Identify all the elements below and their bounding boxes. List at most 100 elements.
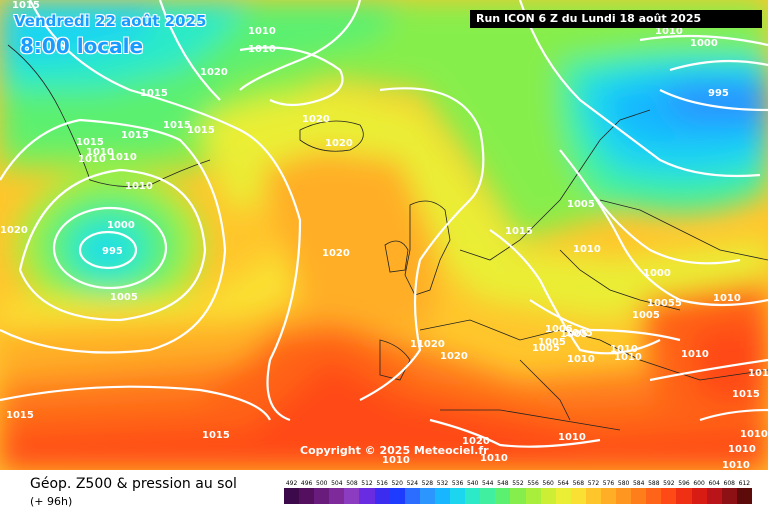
isobar-label: 1005 xyxy=(538,337,566,348)
legend-value: 604 xyxy=(708,480,720,487)
legend-swatch xyxy=(434,488,451,504)
legend-value: 552 xyxy=(512,480,524,487)
legend-swatch xyxy=(359,488,375,504)
isobar-label: 1005 xyxy=(545,324,573,335)
isobar-label: 1010 xyxy=(248,44,276,55)
isobar-label: 1010 xyxy=(86,147,114,158)
legend-value: 516 xyxy=(376,480,388,487)
coastlines xyxy=(7,44,768,431)
isobar-label: 1020 xyxy=(0,225,28,236)
legend-swatch xyxy=(706,488,722,504)
legend-value: 608 xyxy=(723,480,735,487)
isobar-label: 1010 xyxy=(728,444,756,455)
legend-swatch xyxy=(555,488,571,504)
legend-swatch xyxy=(691,488,707,504)
legend-value: 492 xyxy=(285,480,298,487)
isobar-label: 1015 xyxy=(505,226,533,237)
isobar-label: 1010 xyxy=(713,293,741,304)
legend-value: 536 xyxy=(451,480,464,487)
forecast-lead-time: (+ 96h) xyxy=(30,495,73,508)
legend-swatch xyxy=(585,488,601,504)
legend-swatch xyxy=(721,488,737,504)
legend-swatch xyxy=(450,488,466,504)
legend-value: 500 xyxy=(316,480,328,487)
isobar-label: 1010 xyxy=(558,432,586,443)
legend-value: 568 xyxy=(572,480,585,487)
copyright-notice: Copyright © 2025 Meteociel.fr xyxy=(300,444,489,457)
legend-swatch xyxy=(284,488,300,504)
legend-value: 524 xyxy=(406,480,419,487)
legend-value: 612 xyxy=(738,480,751,487)
legend-swatch xyxy=(344,488,360,504)
legend-swatch xyxy=(374,488,390,504)
legend-color-bar xyxy=(284,488,752,504)
legend-swatch xyxy=(329,488,345,504)
isobar-labels: 1015 1010 1010 1020 1015 1015 1015 1015 … xyxy=(0,0,768,470)
legend-value-labels: 492 496 500 504 508 512 516 520 524 528 532 536 540 5… xyxy=(284,479,752,488)
legend-swatch xyxy=(404,488,420,504)
legend-value: 564 xyxy=(557,480,569,487)
isobar-label: 1010 xyxy=(480,453,508,464)
legend-swatch xyxy=(525,488,541,504)
isobar-label: 1000 xyxy=(690,38,718,49)
isobar-label: 1020 xyxy=(440,351,468,362)
isobar-label: 1015 xyxy=(163,120,191,131)
legend-value: 560 xyxy=(542,480,554,487)
legend-value: 548 xyxy=(497,480,509,487)
isobar-label: 1015 xyxy=(732,389,760,400)
legend-value: 496 xyxy=(300,480,313,487)
legend-value: 504 xyxy=(331,480,343,487)
legend-swatch xyxy=(389,488,405,504)
isobar-label: 1010 xyxy=(382,455,410,466)
legend-value: 596 xyxy=(678,480,690,487)
isobar-label: 1010 xyxy=(722,460,750,470)
isobar-label: 1010 xyxy=(681,349,709,360)
legend-value: 512 xyxy=(361,480,373,487)
legend-value: 580 xyxy=(617,480,630,487)
legend-swatch xyxy=(646,488,662,504)
isobar-label: 995 xyxy=(102,246,123,257)
isobar-label: 1010 xyxy=(78,154,106,165)
legend-swatch xyxy=(600,488,617,504)
legend-value: 532 xyxy=(436,480,449,487)
legend-value: 576 xyxy=(602,480,615,487)
legend-value: 588 xyxy=(648,480,660,487)
legend-value: 600 xyxy=(693,480,705,487)
legend-swatch xyxy=(299,488,315,504)
isobar-label: 1010 xyxy=(248,26,276,37)
isobar-label: 1020 xyxy=(200,67,228,78)
legend-swatch xyxy=(661,488,677,504)
isobar-label: 1010 xyxy=(573,244,601,255)
isobar-label: 1015 xyxy=(202,430,230,441)
geopotential-pressure-map: 1015 1010 1010 1020 1015 1015 1015 1015 … xyxy=(0,0,768,470)
isobar-label: 1015 xyxy=(187,125,215,136)
isobar-label: 1005 xyxy=(565,328,593,339)
legend-swatch xyxy=(540,488,556,504)
legend-swatch xyxy=(616,488,632,504)
legend-value: 544 xyxy=(482,480,494,487)
legend-swatch xyxy=(510,488,526,504)
isobar-label: 1015 xyxy=(748,368,768,379)
isobar-label: 1010 xyxy=(610,344,638,355)
isobar-label: 1000 xyxy=(107,220,135,231)
isobar-label: 11020 xyxy=(410,339,445,350)
legend-swatch xyxy=(419,488,435,504)
legend-swatch xyxy=(736,488,752,504)
isobar-label: 1015 xyxy=(6,410,34,421)
isobar-label: 1020 xyxy=(322,248,350,259)
legend-value: 528 xyxy=(421,480,434,487)
isobar-label: 1010 xyxy=(655,26,683,37)
isobar-label: 1020 xyxy=(302,114,330,125)
isobar-label: 1010 xyxy=(125,181,153,192)
isobar-label: 1000 xyxy=(643,268,671,279)
isobar-label: 1010 xyxy=(567,354,595,365)
isobar-label: 1005 xyxy=(567,199,595,210)
legend-swatch xyxy=(465,488,481,504)
legend-value: 540 xyxy=(466,480,479,487)
legend-swatch xyxy=(495,488,511,504)
isobar-label: 1015 xyxy=(76,137,104,148)
isobar-label: 1020 xyxy=(325,138,353,149)
legend-value: 508 xyxy=(346,480,358,487)
isobar-label: 1010 xyxy=(740,429,768,440)
